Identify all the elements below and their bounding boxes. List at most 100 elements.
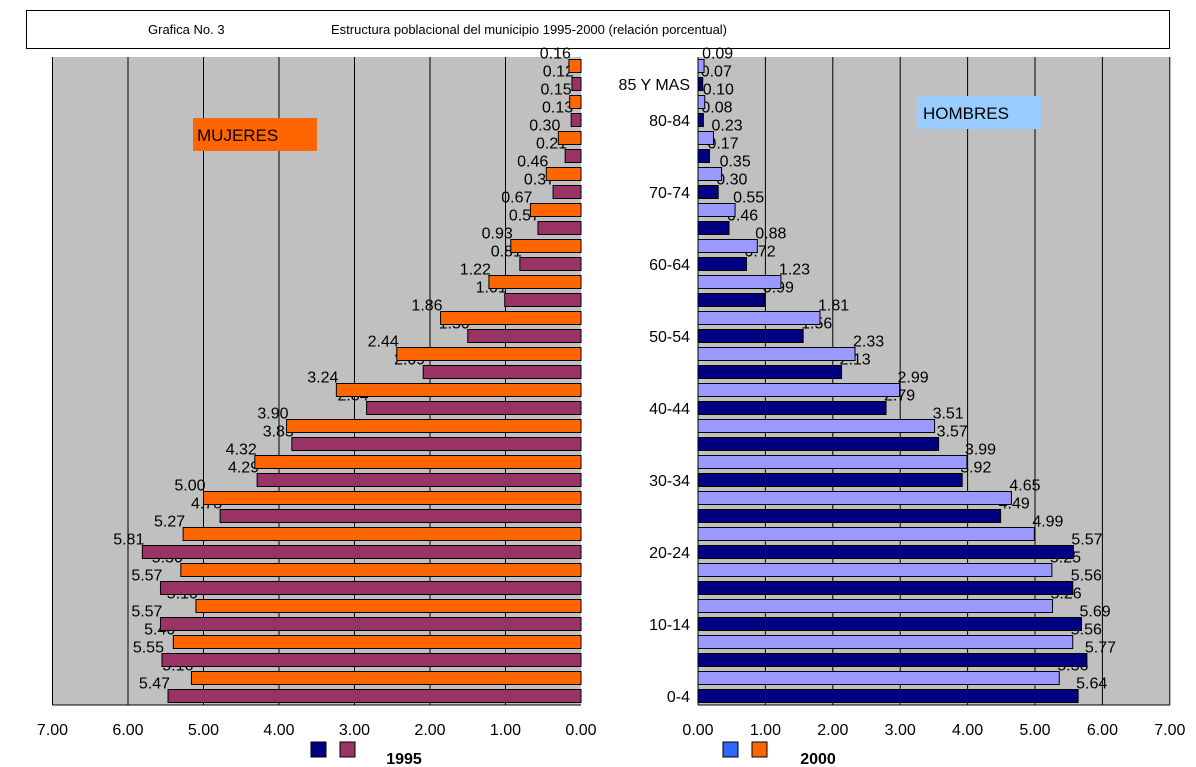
bar-hombres-1995 [697, 149, 710, 163]
chart-title: Estructura poblacional del municipio 199… [331, 22, 728, 37]
bar-hombres-1995 [697, 257, 748, 271]
bar-hombres-2000 [697, 95, 706, 109]
bar-hombres-2000 [697, 563, 1053, 577]
data-label-hombres-2000: 0.09 [702, 46, 733, 63]
bar-mujeres-2000 [396, 347, 582, 361]
bar-mujeres-1995 [291, 437, 582, 451]
x-tick-label-right: 0.00 [682, 722, 713, 739]
bar-hombres-1995 [697, 329, 804, 343]
bar-mujeres-2000 [190, 671, 582, 685]
data-label-mujeres-1995: 5.55 [133, 640, 164, 657]
x-tick-label-left: 1.00 [490, 722, 521, 739]
data-label-hombres-2000: 2.99 [898, 370, 929, 387]
bar-hombres-1995 [697, 437, 940, 451]
bar-hombres-2000 [697, 599, 1054, 613]
mujeres-label: MUJERES [197, 126, 278, 145]
legend-swatch-1995 [310, 741, 327, 758]
bar-mujeres-2000 [557, 131, 582, 145]
chart-title-box: Grafica No. 3 Estructura poblacional del… [26, 10, 1170, 49]
data-label-mujeres-2000: 2.44 [368, 334, 399, 351]
data-label-mujeres-2000: 1.86 [411, 298, 442, 315]
legend-label-1995: 1995 [386, 751, 422, 767]
x-tick-label-left: 6.00 [112, 722, 143, 739]
x-tick-label-right: 6.00 [1087, 722, 1118, 739]
bar-mujeres-2000 [510, 239, 582, 253]
bar-hombres-1995 [697, 689, 1079, 703]
data-label-hombres-2000: 0.35 [720, 154, 751, 171]
x-tick-label-left: 3.00 [339, 722, 370, 739]
bar-hombres-2000 [697, 167, 723, 181]
x-tick-label-left: 7.00 [37, 722, 68, 739]
data-label-mujeres-1995: 4.29 [228, 460, 259, 477]
bar-mujeres-1995 [571, 77, 582, 91]
data-label-hombres-1995: 0.08 [701, 100, 732, 117]
bar-mujeres-1995 [519, 257, 582, 271]
bar-hombres-1995 [697, 509, 1002, 523]
data-label-mujeres-2000: 3.90 [257, 406, 288, 423]
bar-mujeres-2000 [440, 311, 582, 325]
data-label-mujeres-2000: 0.67 [501, 190, 532, 207]
data-label-mujeres-2000: 0.15 [541, 82, 572, 99]
bar-mujeres-1995 [161, 653, 582, 667]
bar-mujeres-2000 [545, 167, 582, 181]
bar-hombres-1995 [697, 653, 1088, 667]
data-label-hombres-2000: 2.33 [853, 334, 884, 351]
legend-swatch-2000 [722, 741, 739, 758]
legend-label-2000: 2000 [800, 751, 836, 767]
x-tick-label-right: 5.00 [1019, 722, 1050, 739]
data-label-hombres-2000: 0.10 [703, 82, 734, 99]
bar-hombres-2000 [697, 671, 1060, 685]
legend-swatch-2000 [751, 741, 768, 758]
right-plot-area [698, 57, 1170, 705]
bar-hombres-1995 [697, 545, 1074, 559]
bar-hombres-2000 [697, 131, 715, 145]
mujeres-label-box [193, 118, 317, 151]
data-label-hombres-1995: 5.57 [1071, 532, 1102, 549]
x-tick-label-right: 3.00 [885, 722, 916, 739]
bar-mujeres-1995 [570, 113, 582, 127]
bar-hombres-1995 [697, 221, 730, 235]
data-label-mujeres-2000: 4.32 [226, 442, 257, 459]
data-label-hombres-2000: 3.99 [965, 442, 996, 459]
data-label-hombres-2000: 4.99 [1032, 514, 1063, 531]
age-group-label: 50-54 [649, 329, 690, 346]
bar-mujeres-1995 [537, 221, 582, 235]
data-label-hombres-1995: 5.77 [1085, 640, 1116, 657]
age-group-label: 20-24 [649, 545, 690, 562]
data-label-mujeres-1995: 0.13 [542, 100, 573, 117]
data-label-hombres-1995: 3.57 [937, 424, 968, 441]
data-label-mujeres-2000: 0.16 [540, 46, 571, 63]
bar-mujeres-1995 [564, 149, 582, 163]
bar-mujeres-1995 [219, 509, 582, 523]
x-tick-label-right: 2.00 [817, 722, 848, 739]
data-label-hombres-2000: 0.55 [733, 190, 764, 207]
legend-swatch-1995 [339, 741, 356, 758]
data-label-mujeres-1995: 5.81 [113, 532, 144, 549]
bar-mujeres-2000 [254, 455, 582, 469]
hombres-label: HOMBRES [923, 104, 1009, 123]
bar-hombres-2000 [697, 275, 782, 289]
bar-hombres-1995 [697, 185, 719, 199]
x-tick-label-right: 7.00 [1154, 722, 1185, 739]
data-label-hombres-1995: 0.07 [701, 64, 732, 81]
bar-hombres-2000 [697, 311, 821, 325]
left-plot-area [52, 57, 581, 705]
bar-mujeres-2000 [335, 383, 582, 397]
data-label-mujeres-1995: 5.47 [139, 676, 170, 693]
data-label-mujeres-2000: 1.22 [460, 262, 491, 279]
data-label-hombres-1995: 0.17 [707, 136, 738, 153]
data-label-mujeres-1995: 0.12 [543, 64, 574, 81]
bar-mujeres-1995 [256, 473, 582, 487]
age-group-label: 85 Y MAS [619, 77, 690, 94]
bar-mujeres-1995 [141, 545, 582, 559]
data-label-mujeres-2000: 5.00 [174, 478, 205, 495]
x-tick-label-left: 4.00 [263, 722, 294, 739]
data-label-mujeres-1995: 5.57 [131, 568, 162, 585]
bar-hombres-2000 [697, 383, 901, 397]
x-tick-label-right: 1.00 [750, 722, 781, 739]
bar-mujeres-1995 [366, 401, 582, 415]
bar-mujeres-2000 [203, 491, 582, 505]
x-tick-label-right: 4.00 [952, 722, 983, 739]
bar-hombres-1995 [697, 293, 766, 307]
